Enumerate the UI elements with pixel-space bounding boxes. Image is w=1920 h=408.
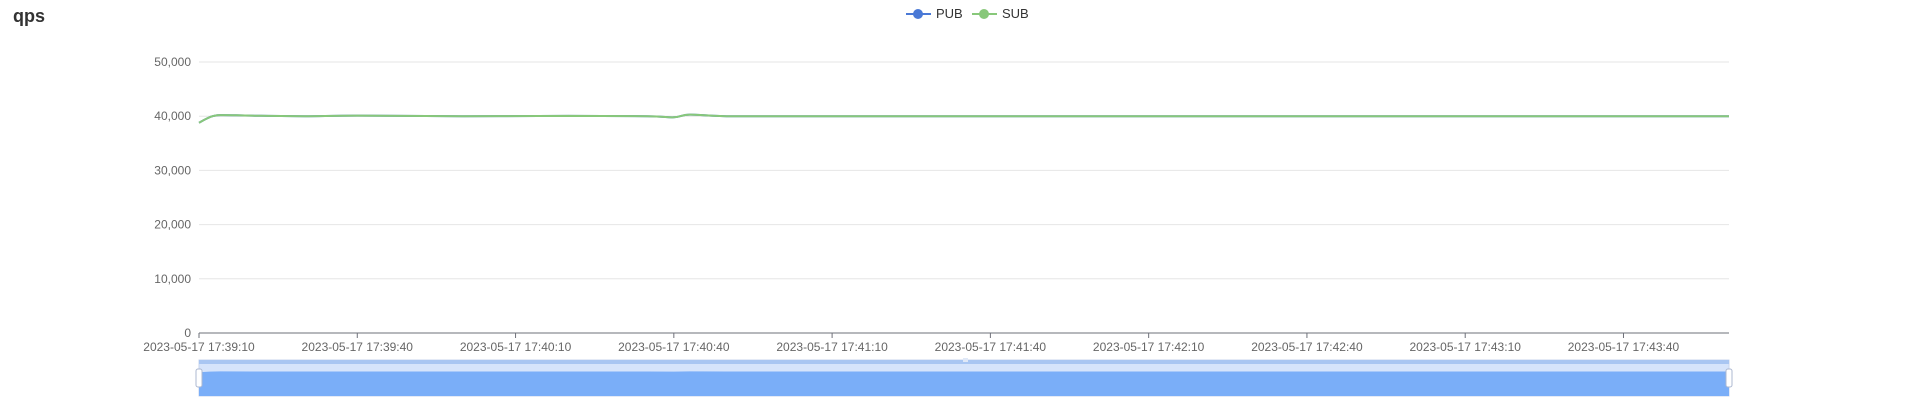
zoom-slider-move-handle[interactable]	[963, 358, 968, 362]
y-tick-label: 40,000	[154, 109, 191, 123]
panel-title: qps	[13, 6, 46, 26]
x-tick-label: 2023-05-17 17:42:40	[1251, 340, 1363, 354]
zoom-handle-right[interactable]	[1725, 368, 1733, 388]
x-tick-label: 2023-05-17 17:43:40	[1568, 340, 1680, 354]
y-tick-label: 0	[184, 326, 191, 340]
x-tick-label: 2023-05-17 17:43:10	[1409, 340, 1521, 354]
legend-sub-label: SUB	[1002, 6, 1029, 21]
x-tick-label: 2023-05-17 17:39:10	[143, 340, 255, 354]
y-tick-label: 30,000	[154, 163, 191, 177]
legend-item-sub[interactable]: SUB	[972, 4, 1032, 24]
x-tick-label: 2023-05-17 17:42:10	[1093, 340, 1205, 354]
x-tick-label: 2023-05-17 17:40:10	[460, 340, 572, 354]
legend-pub-label: PUB	[936, 6, 963, 21]
zoom-handle-left[interactable]	[195, 368, 203, 388]
x-tick-label: 2023-05-17 17:39:40	[302, 340, 414, 354]
y-tick-label: 20,000	[154, 218, 191, 232]
x-tick-label: 2023-05-17 17:40:40	[618, 340, 730, 354]
series-line-sub	[198, 113, 1729, 124]
legend-sub-marker	[979, 9, 989, 19]
x-tick-label: 2023-05-17 17:41:40	[935, 340, 1047, 354]
zoom-slider-preview	[199, 371, 1729, 396]
x-tick-label: 2023-05-17 17:41:10	[776, 340, 888, 354]
legend-item-pub[interactable]: PUB	[906, 4, 966, 24]
y-tick-label: 50,000	[154, 55, 191, 69]
chart-legend: PUB SUB	[0, 4, 1920, 24]
legend-pub-marker	[913, 9, 923, 19]
y-tick-label: 10,000	[154, 272, 191, 286]
